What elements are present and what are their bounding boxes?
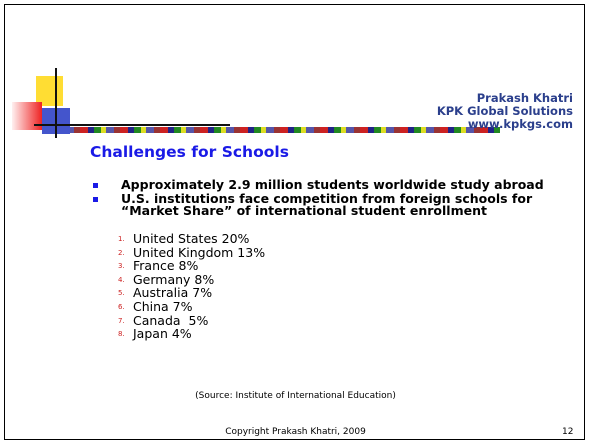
list-number: 4.	[118, 276, 125, 284]
slide-title: Challenges for Schools	[90, 143, 289, 161]
bullet: Approximately 2.9 million students world…	[121, 179, 544, 191]
page: Prakash Khatri KPK Global Solutions www.…	[0, 0, 591, 444]
list-number: 2.	[118, 249, 125, 257]
company: KPK Global Solutions	[437, 104, 573, 118]
bullet-square	[93, 183, 98, 188]
color-strip	[70, 127, 500, 133]
list-item: Japan 4%	[133, 326, 192, 341]
source: (Source: Institute of International Educ…	[0, 391, 591, 401]
website: www.kpkgs.com	[468, 117, 573, 131]
bullet-square	[93, 197, 98, 202]
list-number: 1.	[118, 235, 125, 243]
yellow-square	[36, 76, 63, 106]
decoration	[0, 0, 591, 444]
author: Prakash Khatri	[477, 91, 573, 105]
list-number: 6.	[118, 303, 125, 311]
list-number: 5.	[118, 289, 125, 297]
list-number: 7.	[118, 317, 125, 325]
copyright: Copyright Prakash Khatri, 2009	[0, 427, 591, 437]
page-number: 12	[562, 427, 573, 437]
list-number: 3.	[118, 262, 125, 270]
bullet: U.S. institutions face competition from …	[121, 193, 561, 217]
list-number: 8.	[118, 330, 125, 338]
